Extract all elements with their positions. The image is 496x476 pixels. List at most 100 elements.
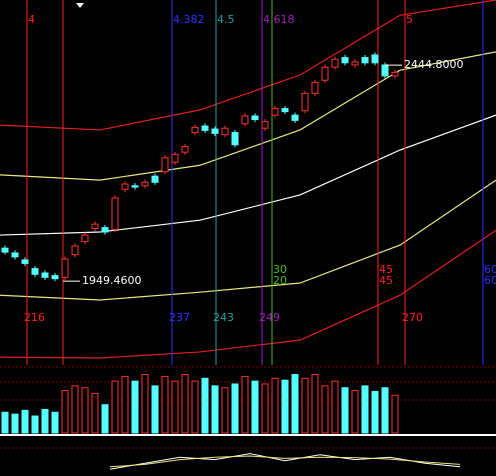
volume-bar — [1, 411, 9, 434]
time-label: 4.618 — [263, 13, 295, 26]
candle-body — [71, 245, 79, 256]
band-line — [0, 114, 496, 236]
band-line — [0, 229, 496, 359]
candle-body — [211, 128, 219, 134]
time-label: 243 — [213, 311, 234, 324]
volume-bar — [101, 404, 109, 434]
candle-body — [231, 132, 239, 146]
time-label: 5 — [406, 13, 413, 26]
volume-bar — [321, 385, 329, 434]
volume-bar — [231, 383, 239, 434]
volume-bar — [301, 377, 309, 434]
volume-bar — [31, 415, 39, 434]
volume-bar — [71, 385, 79, 434]
candle-body — [171, 153, 179, 163]
volume-bar — [371, 391, 379, 434]
volume-bar — [341, 387, 349, 434]
volume-bar — [161, 375, 169, 434]
candle-body — [321, 66, 329, 81]
annotation-label: 2444.8000 — [404, 58, 464, 71]
time-label: 45 — [379, 274, 393, 287]
time-label: 237 — [169, 311, 190, 324]
volume-bar — [191, 380, 199, 434]
candle-body — [151, 175, 159, 183]
volume-bar — [61, 390, 69, 434]
volume-bar — [51, 411, 59, 434]
time-label: 4 — [28, 13, 35, 26]
volume-bar — [291, 374, 299, 434]
candle-body — [1, 247, 9, 253]
candle-body — [361, 57, 369, 64]
candle-body — [251, 115, 259, 120]
annotation-label: 1949.4600 — [82, 274, 142, 287]
candle-body — [21, 259, 29, 264]
volume-bar — [151, 385, 159, 434]
band-line — [0, 179, 496, 301]
candle-body — [271, 108, 279, 116]
volume-bar — [351, 390, 359, 434]
candle-body — [141, 181, 149, 187]
candle-body — [291, 114, 299, 121]
volume-bar — [21, 409, 29, 434]
candle-body — [281, 108, 289, 113]
time-label: 249 — [259, 311, 280, 324]
volume-bar — [121, 375, 129, 434]
time-label: 60 — [484, 263, 496, 276]
volume-bar — [111, 380, 119, 434]
indicator-line — [109, 455, 461, 468]
candle-body — [221, 127, 229, 136]
candle-body — [101, 227, 109, 233]
candle-body — [341, 57, 349, 64]
volume-bar — [181, 374, 189, 434]
candle-body — [11, 252, 19, 258]
volume-bar — [271, 377, 279, 434]
candle-body — [91, 223, 99, 230]
time-label: 4.5 — [217, 13, 235, 26]
time-label: 4.382 — [173, 13, 205, 26]
candle-body — [111, 197, 119, 230]
volume-bar — [141, 374, 149, 434]
candle-body — [31, 268, 39, 275]
cursor-marker — [76, 3, 84, 8]
volume-bar — [361, 385, 369, 434]
time-label: 270 — [402, 311, 423, 324]
candle-body — [41, 272, 49, 278]
volume-bar — [281, 379, 289, 434]
candle-body — [241, 115, 249, 125]
candle-body — [81, 234, 89, 243]
volume-bar — [171, 380, 179, 434]
volume-bar — [331, 380, 339, 434]
volume-bar — [251, 380, 259, 434]
volume-bar — [261, 383, 269, 434]
volume-bar — [311, 374, 319, 434]
volume-bar — [381, 387, 389, 434]
candle-body — [301, 92, 309, 112]
volume-bar — [241, 375, 249, 434]
volume-bar — [81, 387, 89, 434]
volume-bar — [131, 380, 139, 434]
time-label: 60 — [484, 274, 496, 287]
candle-body — [261, 121, 269, 129]
candle-body — [61, 258, 69, 278]
indicator-line — [109, 453, 461, 470]
candle-body — [381, 64, 389, 77]
candle-body — [391, 71, 399, 77]
volume-bar — [391, 394, 399, 434]
volume-bar — [11, 413, 19, 434]
volume-bar — [91, 392, 99, 434]
candle-body — [181, 146, 189, 153]
volume-bar — [221, 387, 229, 434]
time-label: 45 — [379, 263, 393, 276]
candle-body — [311, 81, 319, 94]
candle-body — [201, 125, 209, 131]
candle-body — [121, 183, 129, 190]
time-label: 216 — [24, 311, 45, 324]
candle-body — [351, 61, 359, 66]
band-line — [0, 0, 496, 131]
volume-bar — [211, 385, 219, 434]
candle-body — [371, 54, 379, 64]
candle-body — [331, 58, 339, 68]
candle-body — [51, 275, 59, 280]
time-label: 30 — [273, 263, 287, 276]
